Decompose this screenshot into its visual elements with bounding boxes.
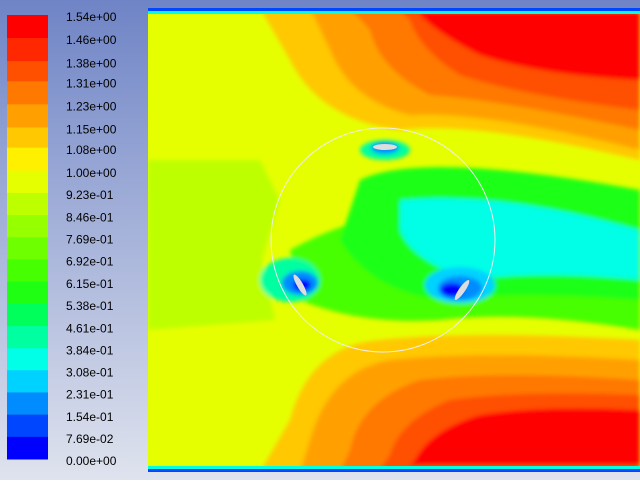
colorbar-label: 7.69e-02 <box>66 432 114 446</box>
colorbar-label: 6.92e-01 <box>66 255 114 269</box>
colorbar-band <box>7 326 48 349</box>
colorbar-band <box>7 259 48 283</box>
colorbar-band <box>7 237 48 260</box>
field-region <box>420 12 640 80</box>
colorbar-band <box>7 61 48 82</box>
colorbar-label: 1.15e+00 <box>66 123 117 137</box>
colorbar-label: 1.38e+00 <box>66 56 117 70</box>
colorbar-band <box>7 127 48 149</box>
wall-layer <box>148 469 640 472</box>
colorbar-label: 3.08e-01 <box>66 365 114 379</box>
colorbar-label: 1.54e-01 <box>66 410 114 424</box>
contour-field <box>148 8 640 472</box>
colorbar-band <box>7 104 48 128</box>
colorbar-label: 1.23e+00 <box>66 100 117 114</box>
colorbar-band <box>7 170 48 194</box>
wall-layer <box>148 11 640 14</box>
colorbar-band <box>7 370 48 393</box>
colorbar-band <box>7 281 48 305</box>
colorbar-label: 0.00e+00 <box>66 454 117 468</box>
colorbar: 1.54e+00 1.46e+00 1.38e+00 1.31e+00 1.23e+00… <box>7 10 117 468</box>
wall-layer <box>148 8 640 11</box>
blade <box>293 274 307 296</box>
colorbar-band <box>7 192 48 216</box>
colorbar-band <box>7 215 48 238</box>
blade <box>454 280 470 300</box>
rotor-circle <box>270 127 496 353</box>
colorbar-band <box>7 38 48 62</box>
colorbar-label: 1.31e+00 <box>66 76 117 90</box>
wall-layer <box>148 466 640 469</box>
colorbar-band <box>7 436 48 460</box>
colorbar-label: 9.23e-01 <box>66 188 114 202</box>
colorbar-label: 1.08e+00 <box>66 143 117 157</box>
colorbar-label: 7.69e-01 <box>66 232 114 246</box>
colorbar-label: 3.84e-01 <box>66 343 114 357</box>
colorbar-label: 5.38e-01 <box>66 299 114 313</box>
colorbar-band <box>7 147 48 172</box>
colorbar-band <box>7 15 48 39</box>
field-region <box>400 198 640 280</box>
colorbar-label: 6.15e-01 <box>66 277 114 291</box>
field-region <box>410 408 640 465</box>
colorbar-band <box>7 414 48 438</box>
colorbar-label: 4.61e-01 <box>66 321 114 335</box>
colorbar-label: 8.46e-01 <box>66 210 114 224</box>
colorbar-label: 1.54e+00 <box>66 10 117 24</box>
blade <box>373 144 397 150</box>
colorbar-band <box>7 81 48 105</box>
field-region <box>148 160 280 330</box>
colorbar-band <box>7 348 48 371</box>
colorbar-label: 2.31e-01 <box>66 388 114 402</box>
colorbar-band <box>7 303 48 327</box>
colorbar-label: 1.46e+00 <box>66 33 117 47</box>
colorbar-label: 1.00e+00 <box>66 166 117 180</box>
colorbar-band <box>7 392 48 416</box>
